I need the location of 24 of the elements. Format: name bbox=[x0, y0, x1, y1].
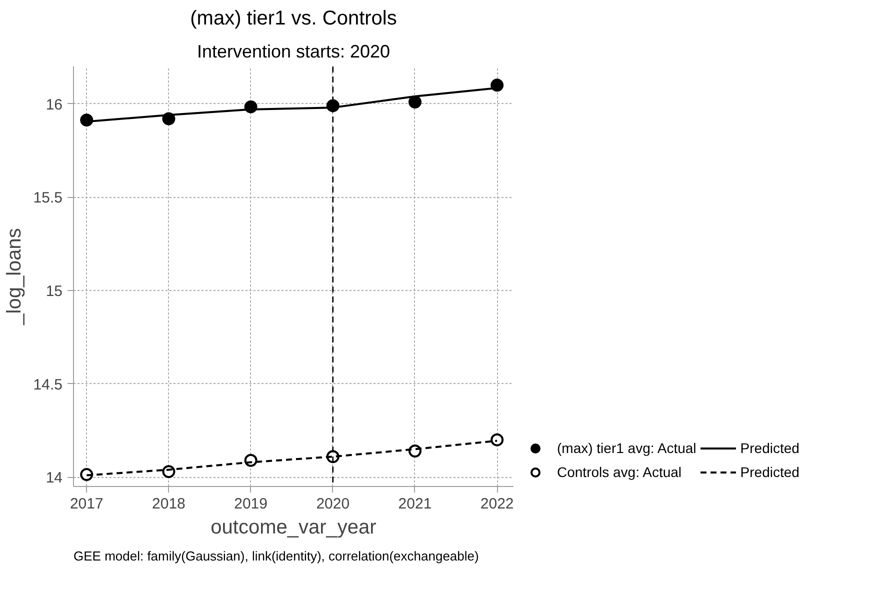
y-axis-title: _log_loans bbox=[3, 228, 26, 326]
x-tick-label: 2021 bbox=[398, 496, 432, 512]
y-tick-label: 14 bbox=[46, 470, 63, 487]
y-tick-label: 15 bbox=[46, 283, 63, 300]
x-tick-label: 2020 bbox=[316, 496, 350, 512]
legend-label: Predicted bbox=[740, 440, 800, 456]
legend-label: Predicted bbox=[740, 464, 800, 480]
y-tick-label: 14.5 bbox=[33, 376, 63, 394]
point bbox=[490, 433, 504, 446]
x-tick-label: 2018 bbox=[152, 496, 186, 512]
x-tick-label: 2017 bbox=[70, 496, 104, 512]
chart-title: (max) tier1 vs. Controls bbox=[190, 8, 397, 30]
y-tick-label: 15.5 bbox=[33, 190, 63, 207]
legend-label: (max) tier1 avg: Actual bbox=[557, 440, 696, 456]
point bbox=[408, 95, 422, 108]
x-tick-label: 2022 bbox=[480, 496, 514, 512]
point bbox=[490, 78, 504, 92]
chart-subtitle: Intervention starts: 2020 bbox=[196, 42, 390, 62]
y-tick-label: 16 bbox=[46, 96, 63, 114]
legend-label: Controls avg: Actual bbox=[557, 464, 682, 480]
point bbox=[80, 114, 94, 127]
x-axis-title: outcome_var_year bbox=[210, 516, 377, 538]
x-tick-label: 2019 bbox=[234, 496, 268, 512]
text: GEE model: family(Gaussian), link(identity), correlation(exchangeable) bbox=[74, 548, 479, 564]
